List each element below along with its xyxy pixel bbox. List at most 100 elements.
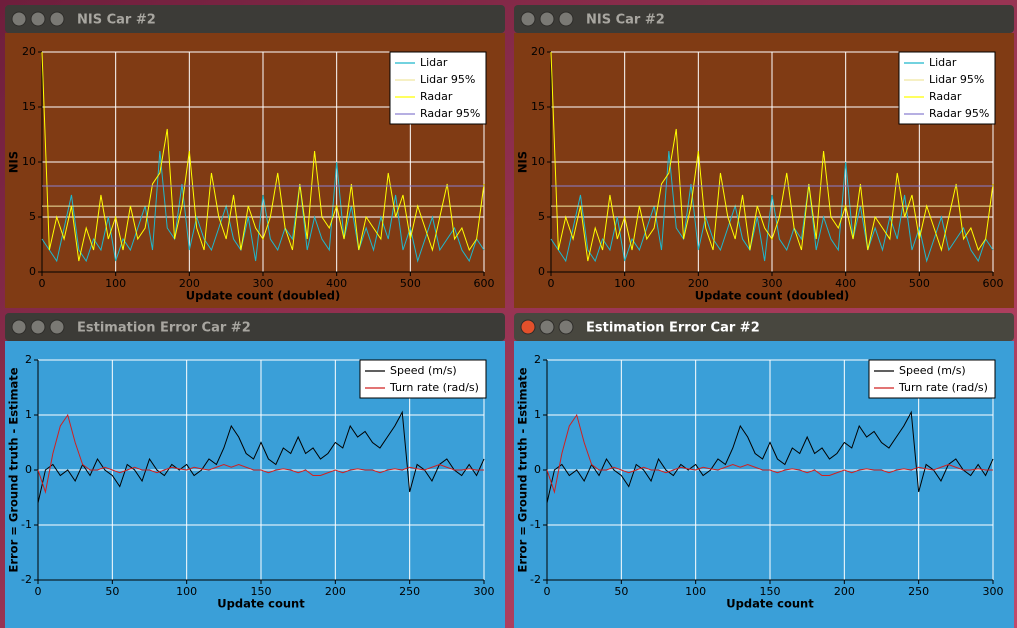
maximize-button[interactable] <box>558 11 574 27</box>
legend-label: Lidar 95% <box>929 73 984 86</box>
window: NIS Car #2 0 100 200 300 400 500 600 0 5 10 15 20 Upd… <box>5 5 505 308</box>
x-tick-label: 200 <box>325 585 346 598</box>
x-tick-label: 300 <box>253 277 274 290</box>
x-tick-label: 250 <box>908 585 929 598</box>
minimize-button[interactable] <box>539 319 555 335</box>
title-bar <box>514 5 1014 33</box>
x-tick-label: 0 <box>35 585 42 598</box>
x-tick-label: 600 <box>474 277 495 290</box>
y-tick-label: 5 <box>29 210 36 223</box>
window-title: Estimation Error Car #2 <box>77 321 251 336</box>
legend-label: Lidar 95% <box>420 73 475 86</box>
legend-label: Turn rate (rad/s) <box>898 381 988 394</box>
close-button[interactable] <box>11 319 27 335</box>
x-tick-label: 200 <box>179 277 200 290</box>
x-tick-label: 0 <box>544 585 551 598</box>
window: Estimation Error Car #2 0 50 100 150 200 250 30… <box>514 313 1014 628</box>
y-tick-label: 0 <box>25 463 32 476</box>
x-axis-label: Update count <box>217 597 305 611</box>
x-tick-label: 400 <box>326 277 347 290</box>
close-button[interactable] <box>520 11 536 27</box>
y-axis-label: NIS <box>7 151 21 173</box>
data-line <box>37 410 485 504</box>
y-tick-label: 0 <box>538 265 545 278</box>
legend-box <box>868 359 996 399</box>
data-line <box>41 150 485 263</box>
x-tick-label: 500 <box>400 277 421 290</box>
minimize-button[interactable] <box>30 319 46 335</box>
y-tick-label: 15 <box>531 100 545 113</box>
x-tick-label: 200 <box>834 585 855 598</box>
x-tick-label: 100 <box>176 585 197 598</box>
title-bar <box>514 313 1014 341</box>
y-tick-label: 10 <box>531 155 545 168</box>
data-line <box>546 413 993 494</box>
y-tick-label: 0 <box>29 265 36 278</box>
y-tick-label: 20 <box>22 45 36 58</box>
minimize-button[interactable] <box>539 11 555 27</box>
maximize-button[interactable] <box>49 11 65 27</box>
legend-label: Radar <box>929 90 962 103</box>
x-tick-label: 100 <box>685 585 706 598</box>
x-tick-label: 400 <box>835 277 856 290</box>
data-line <box>37 413 484 494</box>
title-bar <box>5 5 505 33</box>
x-axis-label: Update count (doubled) <box>186 289 341 303</box>
close-button[interactable] <box>520 319 536 335</box>
y-tick-label: -2 <box>530 573 541 586</box>
x-axis-label: Update count (doubled) <box>695 289 850 303</box>
x-tick-label: 0 <box>548 277 555 290</box>
maximize-button[interactable] <box>49 319 65 335</box>
data-line <box>546 410 994 504</box>
x-tick-label: 150 <box>251 585 272 598</box>
data-line <box>41 51 485 262</box>
x-tick-label: 100 <box>614 277 635 290</box>
y-tick-label: 2 <box>25 353 32 366</box>
x-tick-label: 300 <box>474 585 495 598</box>
minimize-button[interactable] <box>30 11 46 27</box>
x-tick-label: 200 <box>688 277 709 290</box>
y-tick-label: 0 <box>534 463 541 476</box>
legend-box <box>359 359 487 399</box>
legend-label: Speed (m/s) <box>899 364 966 377</box>
legend-box <box>389 51 487 125</box>
y-tick-label: -1 <box>530 518 541 531</box>
legend-label: Speed (m/s) <box>390 364 457 377</box>
x-tick-label: 600 <box>983 277 1004 290</box>
y-axis-label: NIS <box>516 151 530 173</box>
x-tick-label: 250 <box>399 585 420 598</box>
x-axis-label: Update count <box>726 597 814 611</box>
x-tick-label: 50 <box>105 585 119 598</box>
close-button[interactable] <box>11 11 27 27</box>
data-line <box>550 150 994 263</box>
y-tick-label: 5 <box>538 210 545 223</box>
x-tick-label: 500 <box>909 277 930 290</box>
y-tick-label: 10 <box>22 155 36 168</box>
x-tick-label: 0 <box>39 277 46 290</box>
y-tick-label: -1 <box>21 518 32 531</box>
y-tick-label: 1 <box>25 408 32 421</box>
window: Estimation Error Car #2 0 50 100 150 200 250 30… <box>5 313 505 628</box>
x-tick-label: 50 <box>614 585 628 598</box>
window: NIS Car #2 0 100 200 300 400 500 600 0 5 10 15 20 Upd… <box>514 5 1014 308</box>
legend-label: Radar <box>420 90 453 103</box>
y-axis-label: Error = Ground truth - Estimate <box>7 367 21 572</box>
x-tick-label: 300 <box>762 277 783 290</box>
window-title: NIS Car #2 <box>586 13 665 28</box>
y-tick-label: 2 <box>534 353 541 366</box>
y-tick-label: 20 <box>531 45 545 58</box>
legend-label: Lidar <box>929 56 957 69</box>
data-line <box>550 51 994 262</box>
y-axis-label: Error = Ground truth - Estimate <box>516 367 530 572</box>
window-title: NIS Car #2 <box>77 13 156 28</box>
y-tick-label: 15 <box>22 100 36 113</box>
legend-label: Radar 95% <box>420 107 480 120</box>
x-tick-label: 150 <box>760 585 781 598</box>
maximize-button[interactable] <box>558 319 574 335</box>
title-bar <box>5 313 505 341</box>
x-tick-label: 100 <box>105 277 126 290</box>
legend-label: Turn rate (rad/s) <box>389 381 479 394</box>
legend-label: Radar 95% <box>929 107 989 120</box>
window-title: Estimation Error Car #2 <box>586 321 760 336</box>
